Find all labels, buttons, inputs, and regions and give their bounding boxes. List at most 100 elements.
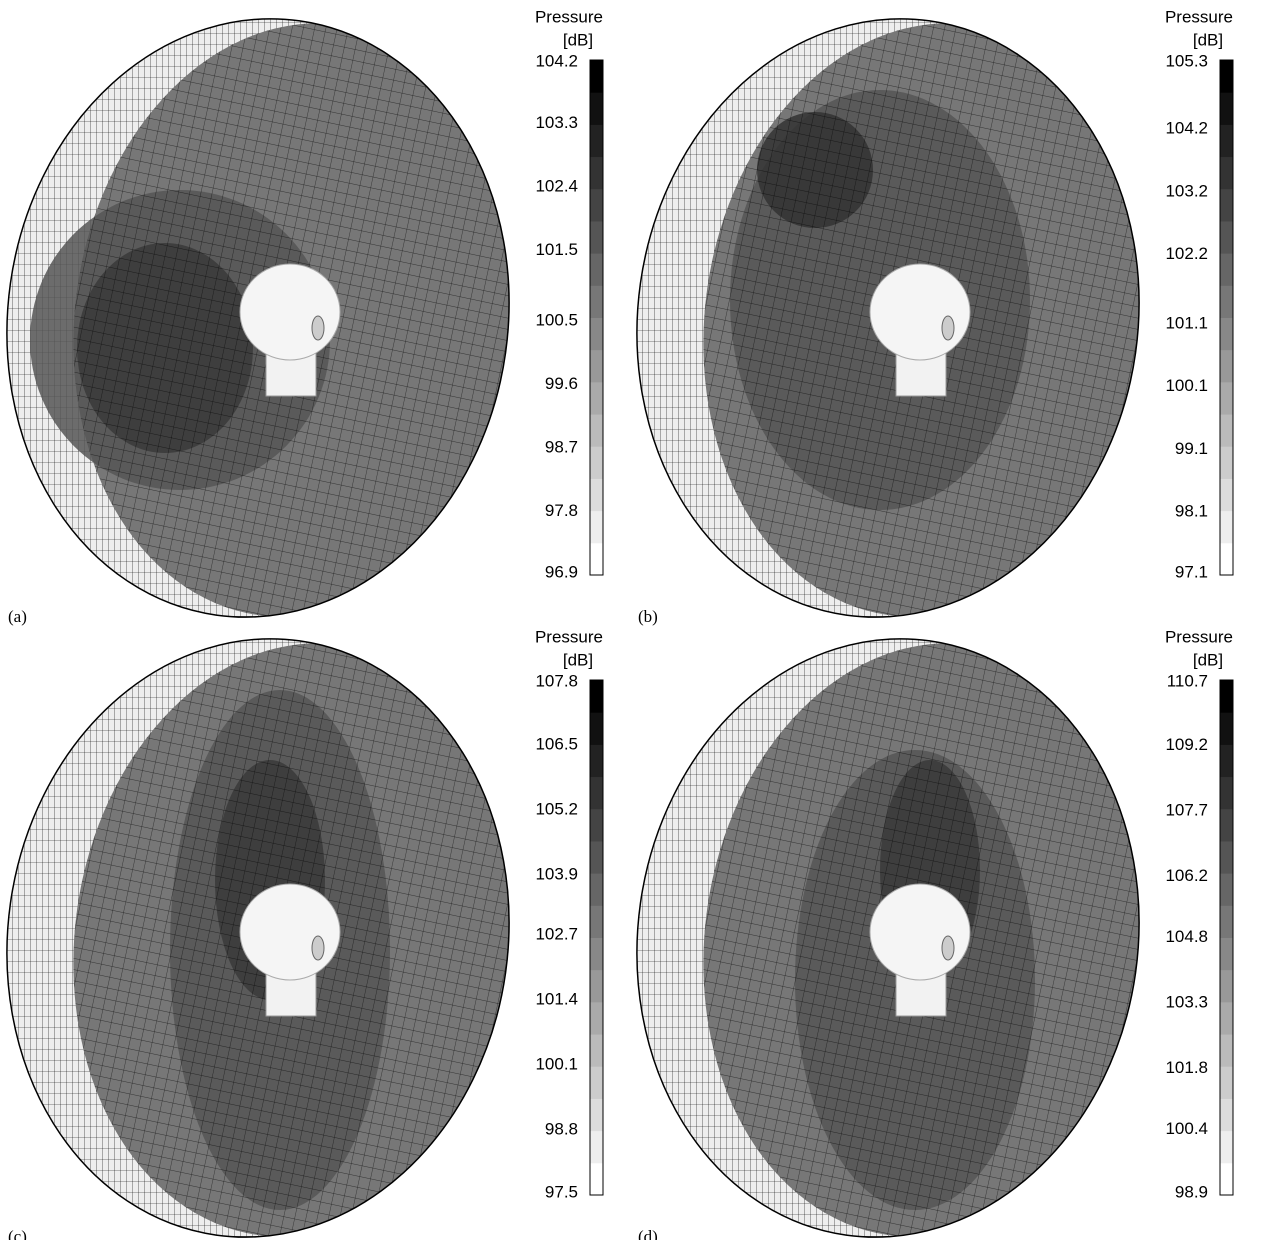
colorbar-tick-label: 97.5 xyxy=(545,1182,578,1201)
colorbar-tick-label: 103.3 xyxy=(1165,992,1208,1011)
colorbar-band xyxy=(590,317,603,351)
colorbar-band xyxy=(590,744,603,778)
colorbar-band xyxy=(590,712,603,745)
colorbar-tick-label: 100.1 xyxy=(1165,376,1208,395)
sphere-outline xyxy=(636,638,1140,1238)
colorbar-band xyxy=(1220,1034,1233,1067)
colorbar-band xyxy=(590,446,603,479)
colorbar-tick-label: 98.1 xyxy=(1175,502,1208,521)
colorbar-band xyxy=(1220,937,1233,971)
colorbar-tick-label: 99.6 xyxy=(545,374,578,393)
colorbar-band xyxy=(590,381,603,415)
colorbar-band xyxy=(590,840,603,874)
colorbar-tick-label: 110.7 xyxy=(1167,671,1208,690)
colorbar-tick-label: 109.2 xyxy=(1165,735,1208,754)
colorbar-band xyxy=(590,873,603,906)
head xyxy=(239,263,341,361)
colorbar-tick-label: 107.7 xyxy=(1165,800,1208,819)
colorbar-tick-label: 103.2 xyxy=(1165,181,1208,200)
colorbar-band xyxy=(1220,808,1233,842)
colorbar-unit: [dB] xyxy=(1193,30,1223,49)
panel-label: (d) xyxy=(638,1227,658,1240)
colorbar-band xyxy=(1220,414,1233,447)
colorbar-frame xyxy=(589,679,604,1196)
colorbar-tick-label: 97.8 xyxy=(545,501,578,520)
colorbar-band xyxy=(590,253,603,286)
colorbar-band xyxy=(1220,712,1233,745)
colorbar-frame xyxy=(589,59,604,576)
panel: Pressure [dB] 96.9 97.8 98.7 99.6 100.5 101.5 10… xyxy=(0,0,604,640)
panel-label: (b) xyxy=(638,607,658,626)
head-ear xyxy=(311,315,325,341)
colorbar-band xyxy=(590,1130,603,1164)
colorbar-band xyxy=(590,776,603,810)
colorbar-tick-label: 99.1 xyxy=(1175,439,1208,458)
colorbar-band xyxy=(1220,1001,1233,1035)
colorbar-band xyxy=(590,60,603,93)
panel-label: (a) xyxy=(8,607,27,626)
colorbar-band xyxy=(1220,446,1233,479)
head xyxy=(239,883,341,981)
colorbar-band xyxy=(1220,744,1233,778)
colorbar-band xyxy=(590,285,603,318)
colorbar-band xyxy=(1220,92,1233,125)
colorbar-tick-label: 101.1 xyxy=(1165,313,1208,332)
colorbar-band xyxy=(590,1066,603,1099)
colorbar-tick-label: 100.5 xyxy=(535,311,578,330)
colorbar-band xyxy=(590,1098,603,1132)
head-ear xyxy=(941,935,955,961)
head xyxy=(869,263,971,361)
colorbar-band xyxy=(1220,840,1233,874)
head xyxy=(869,883,971,981)
colorbar-band xyxy=(1220,1130,1233,1164)
colorbar-tick-label: 100.4 xyxy=(1165,1119,1208,1138)
panel-label: (c) xyxy=(8,1227,27,1240)
colorbar-band xyxy=(590,1162,603,1196)
colorbar-unit: [dB] xyxy=(1193,650,1223,669)
colorbar-band xyxy=(590,478,603,512)
colorbar-tick-label: 104.2 xyxy=(535,51,578,70)
colorbar-tick-label: 102.4 xyxy=(535,176,578,195)
colorbar-tick-label: 105.3 xyxy=(1165,51,1208,70)
head-ear xyxy=(311,935,325,961)
colorbar-frame xyxy=(1219,679,1234,1196)
colorbar-tick-label: 103.3 xyxy=(535,113,578,132)
colorbar-band xyxy=(590,680,603,713)
colorbar-tick-label: 101.8 xyxy=(1165,1058,1208,1077)
colorbar-band xyxy=(1220,680,1233,713)
colorbar-band xyxy=(1220,1098,1233,1132)
colorbar-band xyxy=(1220,188,1233,222)
panel: Pressure [dB] 97.1 98.1 99.1 100.1 101.1 102.2 1… xyxy=(630,0,1234,640)
colorbar-band xyxy=(590,124,603,158)
colorbar-tick-label: 106.5 xyxy=(535,734,578,753)
colorbar-title: Pressure xyxy=(1165,7,1233,26)
colorbar-band xyxy=(590,414,603,447)
colorbar-title: Pressure xyxy=(535,7,603,26)
colorbar-band xyxy=(1220,776,1233,810)
colorbar-band xyxy=(1220,285,1233,318)
colorbar-band xyxy=(1220,60,1233,93)
colorbar-band xyxy=(1220,905,1233,938)
colorbar-tick-label: 102.7 xyxy=(535,924,578,943)
colorbar-band xyxy=(1220,1162,1233,1196)
colorbar-tick-label: 104.2 xyxy=(1165,119,1208,138)
colorbar-band xyxy=(590,349,603,383)
colorbar-band xyxy=(590,188,603,222)
colorbar-title: Pressure xyxy=(1165,627,1233,646)
colorbar-band xyxy=(590,1001,603,1035)
colorbar-band xyxy=(1220,969,1233,1003)
colorbar-band xyxy=(590,969,603,1003)
colorbar-band xyxy=(1220,873,1233,906)
colorbar-band xyxy=(1220,124,1233,158)
head-ear xyxy=(941,315,955,341)
sphere-outline xyxy=(636,18,1140,618)
colorbar-band xyxy=(590,510,603,544)
colorbar-band xyxy=(590,905,603,938)
colorbar-band xyxy=(1220,220,1233,254)
colorbar-unit: [dB] xyxy=(563,650,593,669)
colorbar-tick-label: 101.4 xyxy=(535,989,578,1008)
colorbar-band xyxy=(590,220,603,254)
colorbar-tick-label: 100.1 xyxy=(535,1054,578,1073)
colorbar-title: Pressure xyxy=(535,627,603,646)
